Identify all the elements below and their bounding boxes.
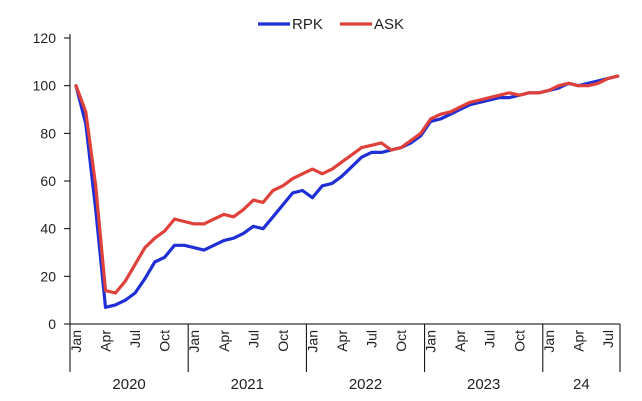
x-tick-label: Jan <box>68 330 84 353</box>
y-tick-label: 120 <box>33 30 57 46</box>
x-tick-label: Jan <box>186 330 202 353</box>
legend-label-ask: ASK <box>374 16 404 33</box>
legend-label-rpk: RPK <box>292 16 323 33</box>
y-tick-label: 0 <box>48 316 56 332</box>
x-tick-label: Oct <box>157 330 173 352</box>
series-line-ask <box>74 74 620 295</box>
x-tick-label: Apr <box>216 330 232 352</box>
y-tick-label: 40 <box>40 221 56 237</box>
y-axis: 0 20 40 60 80 100 120 <box>33 30 71 332</box>
legend: RPK ASK <box>258 16 404 33</box>
x-tick-label: Jul <box>364 330 380 348</box>
x-tick-label: Oct <box>511 330 527 352</box>
year-label: 2023 <box>467 376 500 393</box>
x-tick-label: Jul <box>127 330 143 348</box>
x-tick-label: Jul <box>482 330 498 348</box>
x-axis: Jan Apr Jul Oct Jan Apr Jul Oct Jan Apr Jul Oct Jan A… <box>68 323 621 393</box>
y-tick-label: 20 <box>40 268 56 284</box>
x-tick-label: Oct <box>393 330 409 352</box>
y-tick-label: 60 <box>40 173 56 189</box>
y-tick-label: 80 <box>40 125 56 141</box>
y-tick-label: 100 <box>33 78 57 94</box>
x-tick-label: Apr <box>98 330 114 352</box>
x-tick-label: Jul <box>245 330 261 348</box>
series-layer <box>74 74 620 309</box>
x-tick-label: Apr <box>452 330 468 352</box>
year-label: 2022 <box>349 376 382 393</box>
x-tick-label: Jan <box>541 330 557 353</box>
year-label: 24 <box>573 376 590 393</box>
x-tick-label: Jul <box>600 330 616 348</box>
x-tick-label: Jan <box>423 330 439 353</box>
year-label: 2020 <box>112 376 145 393</box>
year-label: 2021 <box>231 376 264 393</box>
x-tick-label: Oct <box>275 330 291 352</box>
x-tick-label: Apr <box>570 330 586 352</box>
x-tick-label: Apr <box>334 330 350 352</box>
x-tick-label: Jan <box>304 330 320 353</box>
series-line-rpk <box>74 74 620 309</box>
